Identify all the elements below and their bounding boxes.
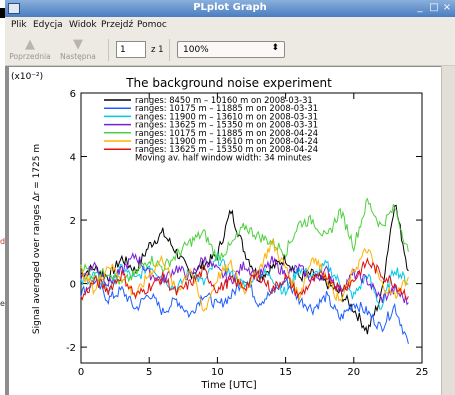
menu-bar: Plik Edycja Widok Przejdź Pomoc (5, 17, 455, 34)
plot-frame (80, 92, 423, 364)
background-edge-block (0, 8, 5, 18)
chart-legend: ranges: 8450 m – 10160 m on 2008-03-31ra… (104, 95, 318, 162)
vertical-scrollbar[interactable] (441, 66, 455, 395)
plot-page: 0 5 10 15 20 25 -2 0 2 4 6 ranges: 8450 m – 10160 … (9, 67, 441, 395)
legend-entry: ranges: 10175 m – 11885 m on 2008-04-24 (135, 128, 318, 138)
page-count-label: z 1 (151, 45, 164, 55)
y-tick-label: 6 (70, 89, 76, 100)
series-line (80, 204, 409, 335)
zoom-select[interactable]: 100% ⬍ (177, 41, 285, 58)
y-tick-label: 2 (70, 216, 76, 227)
y-tick-label: -2 (66, 343, 76, 354)
series-line (80, 197, 409, 285)
menu-edycja[interactable]: Edycja (33, 20, 63, 30)
plplot-window: PLplot Graph _ □ × Plik Edycja Widok Prz… (5, 0, 455, 395)
minimize-button[interactable]: _ (417, 2, 423, 13)
legend-entry: ranges: 10175 m – 11885 m on 2008-03-31 (135, 103, 318, 113)
x-tick-label: 20 (347, 367, 360, 378)
close-button[interactable]: × (442, 2, 452, 13)
series-line (80, 251, 409, 306)
next-page-button[interactable]: ▼ Następna (57, 37, 99, 61)
legend-entry: ranges: 13625 m – 15350 m on 2008-03-31 (135, 120, 318, 130)
x-tick-label: 15 (279, 367, 292, 378)
document-view[interactable]: 0 5 10 15 20 25 -2 0 2 4 6 ranges: 8450 m – 10160 … (5, 66, 455, 395)
menu-widok[interactable]: Widok (69, 20, 97, 30)
legend-entry: ranges: 11900 m – 13610 m on 2008-04-24 (135, 136, 318, 146)
series-line (80, 252, 409, 310)
toolbar-separator (169, 39, 170, 61)
legend-entry: ranges: 13625 m – 15350 m on 2008-04-24 (135, 144, 318, 154)
x-axis-label: Time [UTC] (200, 380, 256, 391)
chevron-updown-icon: ⬍ (271, 43, 279, 53)
chart-lines (80, 197, 409, 345)
background-text-fragment: e (0, 299, 5, 308)
zoom-value: 100% (183, 45, 209, 55)
series-line (80, 276, 409, 345)
menu-plik[interactable]: Plik (11, 20, 27, 30)
toolbar: ▲ Poprzednia ▼ Następna z 1 100% ⬍ (5, 34, 455, 66)
chart-axes: 0 5 10 15 20 25 -2 0 2 4 6 (66, 89, 428, 378)
toolbar-separator (108, 39, 109, 61)
x-tick-label: 0 (78, 367, 84, 378)
legend-entry: ranges: 11900 m – 13610 m on 2008-03-31 (135, 111, 318, 121)
x-tick-label: 25 (416, 367, 429, 378)
up-arrow-icon: ▲ (25, 37, 35, 52)
x-tick-label: 10 (211, 367, 224, 378)
line-chart: 0 5 10 15 20 25 -2 0 2 4 6 ranges: 8450 m – 10160 … (11, 72, 428, 391)
series-line (80, 257, 409, 301)
legend-note: Moving av. half window width: 34 minutes (135, 152, 311, 162)
chart-title: The background noise experiment (125, 76, 332, 90)
page-number-input[interactable] (116, 41, 146, 58)
maximize-button[interactable]: □ (429, 2, 439, 13)
y-tick-label: 4 (70, 153, 76, 164)
background-window-strip: d e (0, 0, 5, 395)
background-text-fragment: d (0, 237, 6, 246)
title-bar[interactable]: PLplot Graph _ □ × (5, 0, 455, 17)
menu-przejdz[interactable]: Przejdź (101, 20, 134, 30)
menu-pomoc[interactable]: Pomoc (137, 20, 167, 30)
previous-page-label: Poprzednia (9, 52, 51, 61)
window-title: PLplot Graph (193, 2, 267, 13)
next-page-label: Następna (60, 52, 96, 61)
down-arrow-icon: ▼ (73, 37, 83, 52)
y-exponent-label: (x10⁻²) (11, 72, 43, 82)
y-axis-label: Signal averaged over ranges Δr = 1725 m (32, 144, 42, 334)
app-icon[interactable] (8, 3, 20, 14)
previous-page-button[interactable]: ▲ Poprzednia (9, 37, 51, 61)
x-tick-label: 5 (146, 367, 152, 378)
y-tick-label: 0 (70, 280, 76, 291)
legend-entry: ranges: 8450 m – 10160 m on 2008-03-31 (135, 95, 313, 105)
